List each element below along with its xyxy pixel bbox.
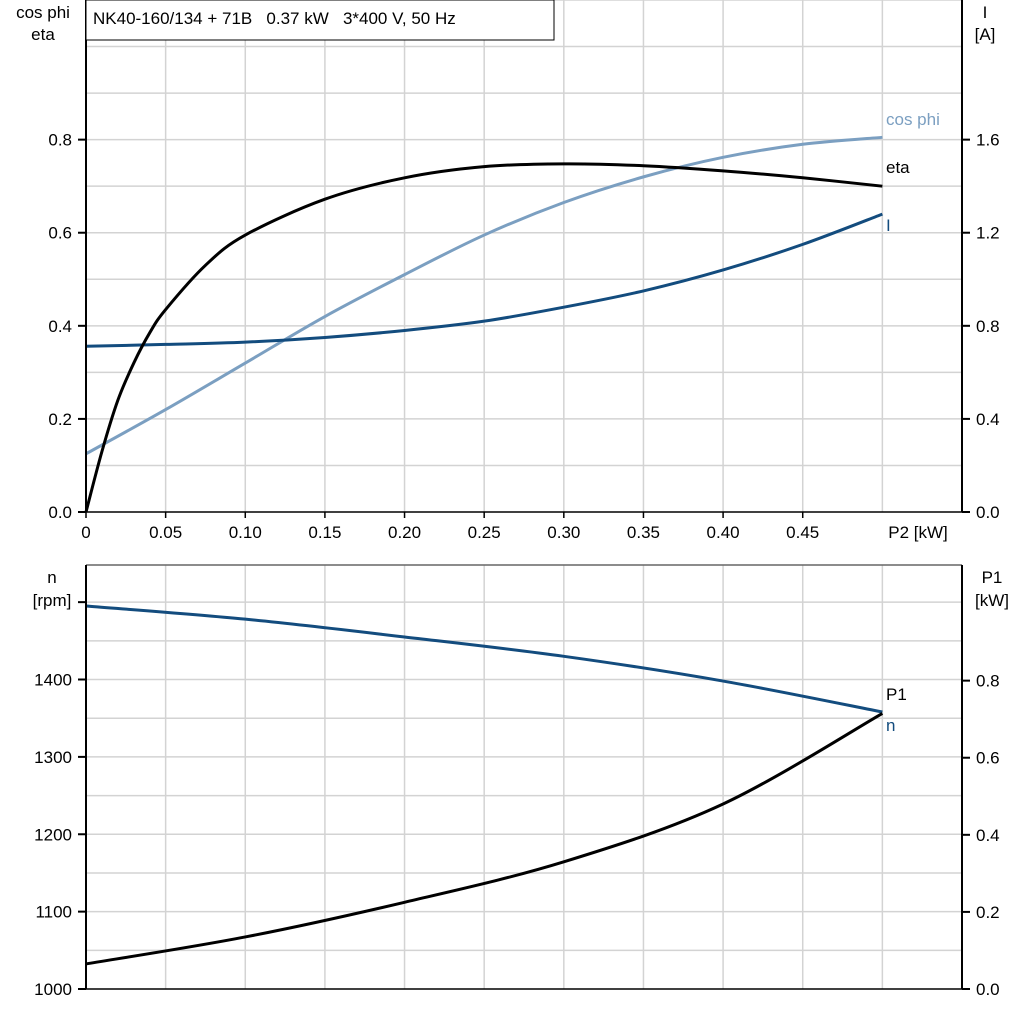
series-label-p1: P1: [886, 685, 907, 704]
axes: 0.0 0.2 0.4 0.6 0.8 0.0 0.4 0.8 1.2 1.6 1000 1100 12…: [34, 0, 1000, 999]
right-tick-label: 0.8: [976, 672, 1000, 691]
bottom-left-label-rpm: [rpm]: [33, 591, 72, 610]
left-tick-label: 1000: [34, 980, 72, 999]
left-axis-label-eta: eta: [31, 25, 55, 44]
x-tick-label: 0.30: [547, 523, 580, 542]
curves: [84, 135, 884, 966]
left-axis-label-cosphi: cos phi: [16, 3, 70, 22]
p1-curve: [85, 712, 884, 966]
left-tick-label: 1200: [34, 825, 72, 844]
x-tick-label: 0.10: [229, 523, 262, 542]
current-curve: [85, 212, 883, 348]
x-tick-label: 0.35: [627, 523, 660, 542]
left-tick-label: 1400: [34, 671, 72, 690]
left-tick-label: 1100: [35, 903, 72, 922]
left-tick-label: 0.0: [48, 503, 72, 522]
right-axis-label-a: [A]: [975, 25, 996, 44]
left-tick-label: 0.2: [48, 410, 72, 429]
speed-curve: [85, 604, 883, 714]
right-tick-label: 0.0: [976, 980, 1000, 999]
right-tick-label: 0.4: [976, 410, 1000, 429]
bottom-grid: [86, 565, 962, 989]
series-label-i: I: [886, 216, 891, 235]
right-tick-label: 1.2: [976, 224, 1000, 243]
x-tick-label: 0.05: [149, 523, 182, 542]
bottom-right-label-p1: P1: [982, 568, 1003, 587]
bottom-left-label-n: n: [47, 568, 56, 587]
title-box: [85, 0, 555, 41]
eta-curve: [84, 162, 883, 513]
right-axis-label-i: I: [983, 3, 988, 22]
left-tick-label: 1300: [34, 748, 72, 767]
right-tick-label: 0.2: [976, 903, 1000, 922]
left-tick-label: 0.8: [48, 131, 72, 150]
x-axis-label: P2 [kW]: [888, 523, 948, 542]
right-tick-label: 0.6: [976, 749, 1000, 768]
right-tick-label: 0.8: [976, 317, 1000, 336]
series-label-eta: eta: [886, 158, 910, 177]
right-tick-label: 0.4: [976, 826, 1000, 845]
top-grid: [86, 0, 962, 512]
right-tick-label: 0.0: [976, 503, 1000, 522]
chart-title: NK40-160/134 + 71B 0.37 kW 3*400 V, 50 H…: [93, 9, 456, 28]
bottom-right-label-kw: [kW]: [975, 591, 1009, 610]
right-tick-label: 1.6: [976, 131, 1000, 150]
x-tick-label: 0: [81, 523, 90, 542]
x-tick-label: 0.40: [707, 523, 740, 542]
x-tick-label: 0.25: [468, 523, 501, 542]
x-tick-label: 0.20: [388, 523, 421, 542]
left-tick-label: 0.6: [48, 224, 72, 243]
series-label-n: n: [886, 716, 895, 735]
x-tick-label: 0.45: [786, 523, 819, 542]
series-label-cosphi: cos phi: [886, 110, 940, 129]
x-tick-label: 0.15: [308, 523, 341, 542]
cos-phi-curve: [85, 135, 883, 456]
left-tick-label: 0.4: [48, 317, 72, 336]
